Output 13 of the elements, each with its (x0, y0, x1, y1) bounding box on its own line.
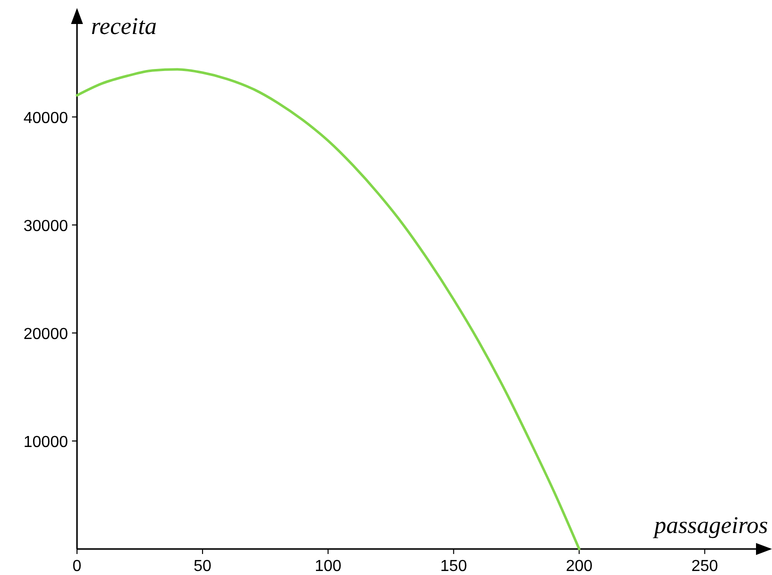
y-tick-label: 10000 (24, 434, 68, 451)
x-tick-label: 200 (566, 558, 593, 575)
x-tick-label: 150 (440, 558, 468, 575)
line-series (76, 68, 580, 550)
y-tick-label: 30000 (24, 218, 68, 235)
x-tick-label: 100 (314, 558, 342, 575)
y-axis-title: receita (91, 14, 157, 40)
x-tick-label: 50 (194, 558, 212, 575)
x-tick-label: 0 (72, 558, 82, 575)
x-axis-title: passageiros (652, 513, 768, 539)
x-tick-label: 250 (691, 558, 718, 575)
y-tick-label: 20000 (24, 326, 68, 343)
y-tick-label: 40000 (24, 110, 68, 127)
